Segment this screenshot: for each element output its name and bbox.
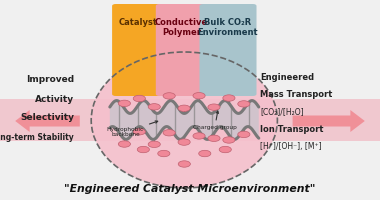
- Text: Improved: Improved: [26, 75, 74, 84]
- FancyBboxPatch shape: [112, 4, 163, 96]
- Circle shape: [133, 129, 146, 135]
- Circle shape: [158, 150, 170, 157]
- Text: "Engineered Catalyst Microenvironment": "Engineered Catalyst Microenvironment": [64, 184, 316, 194]
- Text: Selectivity: Selectivity: [20, 114, 74, 122]
- Circle shape: [219, 146, 231, 153]
- Circle shape: [163, 130, 175, 136]
- Circle shape: [118, 141, 130, 147]
- Text: Bulk CO₂R
Environment: Bulk CO₂R Environment: [198, 18, 258, 37]
- Circle shape: [137, 146, 149, 153]
- Circle shape: [148, 141, 160, 148]
- Circle shape: [118, 100, 130, 107]
- Text: Charged group: Charged group: [193, 111, 237, 130]
- Circle shape: [178, 105, 190, 111]
- Text: [H⁺]/[OH⁻], [M⁺]: [H⁺]/[OH⁻], [M⁺]: [260, 142, 322, 151]
- Circle shape: [193, 93, 205, 99]
- Text: Activity: Activity: [35, 95, 74, 104]
- Circle shape: [208, 135, 220, 141]
- Text: Long-term Stability: Long-term Stability: [0, 133, 74, 142]
- Circle shape: [208, 104, 220, 110]
- Circle shape: [178, 161, 190, 167]
- Text: Ion Transport: Ion Transport: [260, 125, 324, 134]
- Circle shape: [223, 95, 235, 101]
- Text: Hydrophobic
backbone: Hydrophobic backbone: [107, 121, 158, 137]
- FancyArrow shape: [293, 110, 365, 132]
- Circle shape: [133, 95, 146, 102]
- Circle shape: [193, 133, 205, 139]
- Polygon shape: [110, 101, 259, 139]
- Circle shape: [238, 101, 250, 107]
- FancyBboxPatch shape: [0, 99, 380, 141]
- Circle shape: [223, 137, 235, 143]
- Circle shape: [148, 104, 160, 110]
- Circle shape: [178, 139, 190, 145]
- Text: Catalyst: Catalyst: [118, 18, 157, 27]
- FancyBboxPatch shape: [200, 4, 256, 96]
- Text: Conductive
Polymer: Conductive Polymer: [155, 18, 208, 37]
- Text: [CO₂]/[H₂O]: [CO₂]/[H₂O]: [260, 107, 304, 116]
- Circle shape: [163, 93, 175, 99]
- FancyBboxPatch shape: [156, 4, 207, 96]
- Ellipse shape: [91, 52, 277, 188]
- Text: Mass Transport: Mass Transport: [260, 90, 332, 99]
- Circle shape: [238, 131, 250, 138]
- Text: Engineered: Engineered: [260, 72, 314, 82]
- FancyArrow shape: [15, 110, 80, 132]
- Circle shape: [199, 150, 211, 157]
